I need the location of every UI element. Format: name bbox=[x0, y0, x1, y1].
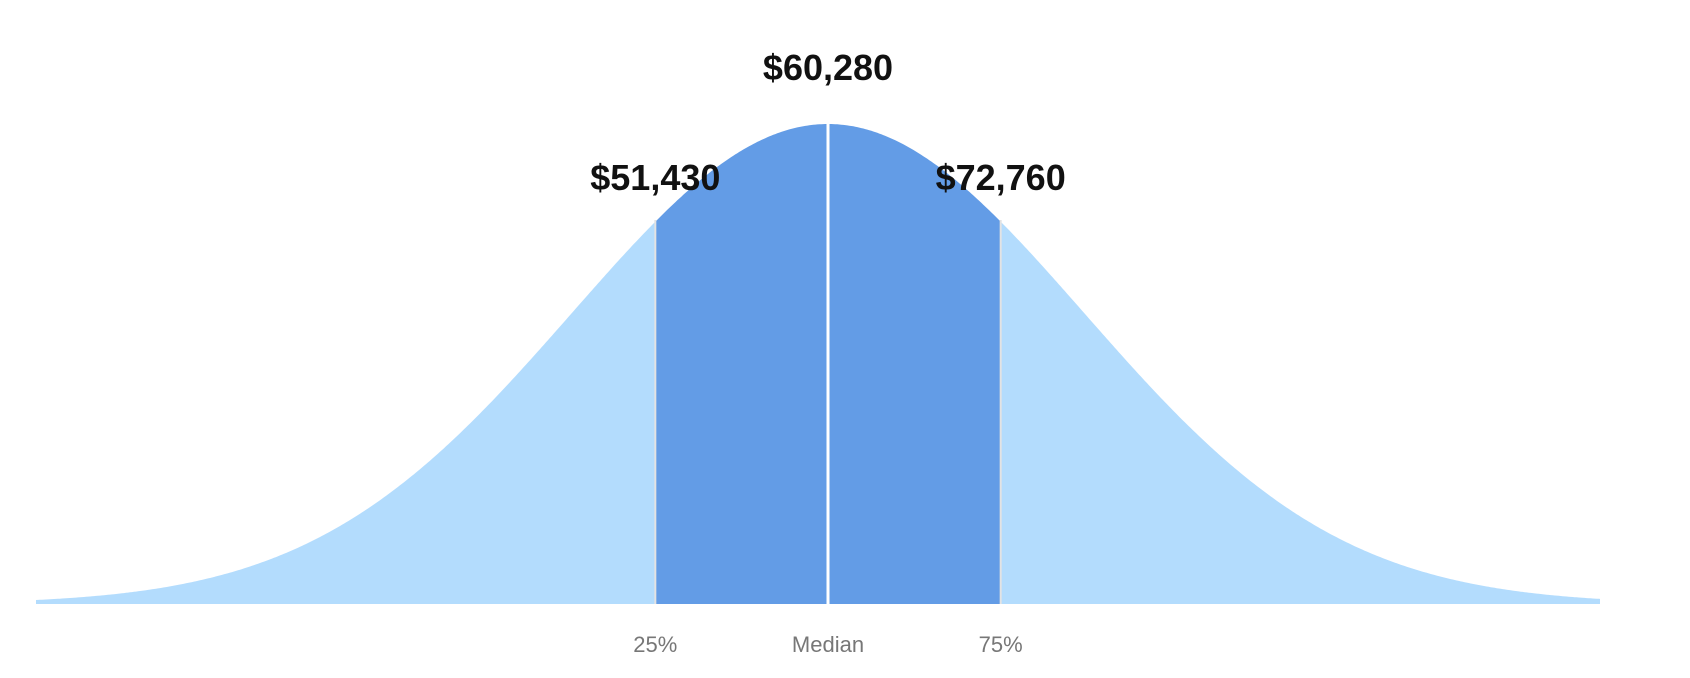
p25-tick-label: 25% bbox=[633, 632, 677, 657]
p75-tick-label: 75% bbox=[979, 632, 1023, 657]
p75-value-label: $72,760 bbox=[936, 157, 1066, 198]
median-value-label: $60,280 bbox=[763, 47, 893, 88]
distribution-right-tail bbox=[1000, 221, 1600, 604]
p25-value-label: $51,430 bbox=[590, 157, 720, 198]
median-tick-label: Median bbox=[792, 632, 864, 657]
distribution-left-tail bbox=[36, 221, 656, 604]
